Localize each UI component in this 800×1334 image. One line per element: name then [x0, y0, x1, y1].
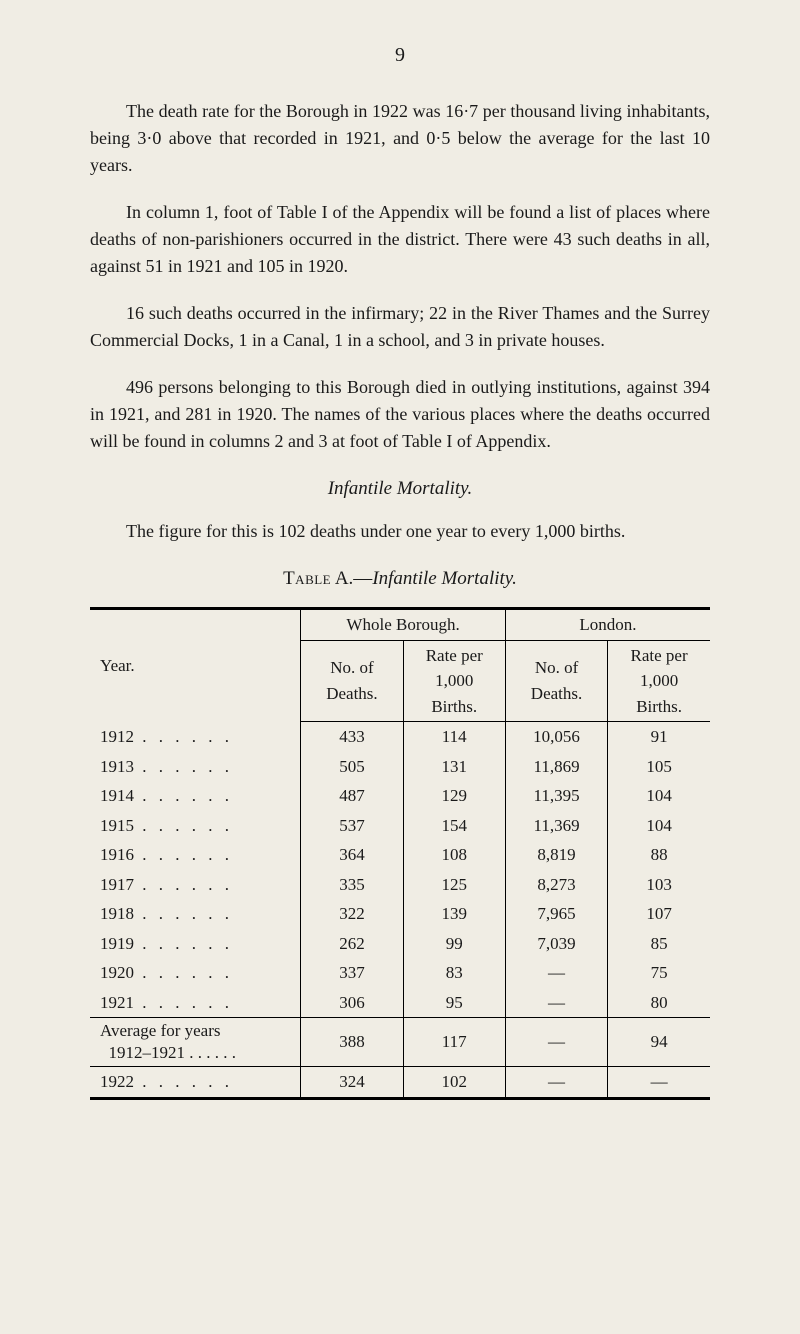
- col-header-whole-borough: Whole Borough.: [301, 609, 506, 641]
- table-cell-year: 1916 . . . . . .: [90, 840, 301, 870]
- table-cell-year: 1913 . . . . . .: [90, 752, 301, 782]
- table-cell-value: 8,273: [505, 870, 607, 900]
- table-cell-value: 91: [608, 722, 710, 752]
- table-row: 1916 . . . . . .3641088,81988: [90, 840, 710, 870]
- document-page: 9 The death rate for the Borough in 1922…: [0, 0, 800, 1334]
- table-cell-value: 335: [301, 870, 403, 900]
- table-cell-value: 7,039: [505, 929, 607, 959]
- table-cell-value: 337: [301, 958, 403, 988]
- table-cell-value: 262: [301, 929, 403, 959]
- table-caption-italic: Infantile Mortality.: [372, 568, 517, 589]
- col-header-ln-deaths: No. of Deaths.: [505, 640, 607, 722]
- table-row: 1914 . . . . . .48712911,395104: [90, 781, 710, 811]
- table-cell-value: 99: [403, 929, 505, 959]
- table-caption-letter: A.—: [331, 568, 372, 589]
- table-cell-value: 7,965: [505, 899, 607, 929]
- table-cell-value: —: [608, 1067, 710, 1099]
- page-number: 9: [90, 40, 710, 70]
- table-cell-year: 1914 . . . . . .: [90, 781, 301, 811]
- table-cell-value: 94: [608, 1018, 710, 1067]
- table-cell-average-label: Average for years 1912–1921 . . . . . .: [90, 1018, 301, 1067]
- table-cell-year: 1915 . . . . . .: [90, 811, 301, 841]
- paragraph-5: The figure for this is 102 deaths under …: [90, 518, 710, 545]
- table-cell-value: 433: [301, 722, 403, 752]
- table-cell-value: 11,869: [505, 752, 607, 782]
- table-cell-value: 11,369: [505, 811, 607, 841]
- table-cell-value: 103: [608, 870, 710, 900]
- table-cell-value: 154: [403, 811, 505, 841]
- table-cell-value: —: [505, 958, 607, 988]
- table-cell-value: 129: [403, 781, 505, 811]
- table-cell-value: 88: [608, 840, 710, 870]
- table-caption: Table A.—Infantile Mortality.: [90, 565, 710, 594]
- table-cell-year: 1918 . . . . . .: [90, 899, 301, 929]
- col-header-year: Year.: [90, 609, 301, 722]
- table-cell-value: 10,056: [505, 722, 607, 752]
- table-cell-value: 114: [403, 722, 505, 752]
- col-header-london: London.: [505, 609, 710, 641]
- mortality-table: Year. Whole Borough. London. No. of Deat…: [90, 607, 710, 1100]
- table-cell-value: 505: [301, 752, 403, 782]
- table-cell-value: 108: [403, 840, 505, 870]
- paragraph-3: 16 such deaths occurred in the infirmary…: [90, 300, 710, 354]
- table-cell-value: —: [505, 988, 607, 1018]
- table-cell-value: 11,395: [505, 781, 607, 811]
- table-cell-year: 1917 . . . . . .: [90, 870, 301, 900]
- table-cell-year: 1920 . . . . . .: [90, 958, 301, 988]
- table-cell-year: 1919 . . . . . .: [90, 929, 301, 959]
- table-cell-value: 95: [403, 988, 505, 1018]
- paragraph-2: In column 1, foot of Table I of the Appe…: [90, 199, 710, 280]
- table-row: 1913 . . . . . .50513111,869105: [90, 752, 710, 782]
- table-cell-value: 306: [301, 988, 403, 1018]
- table-cell-value: 104: [608, 811, 710, 841]
- table-cell-value: —: [505, 1018, 607, 1067]
- table-header-row-1: Year. Whole Borough. London.: [90, 609, 710, 641]
- table-cell-value: 131: [403, 752, 505, 782]
- table-cell-value: 75: [608, 958, 710, 988]
- table-cell-value: 324: [301, 1067, 403, 1099]
- table-row: 1921 . . . . . .30695—80: [90, 988, 710, 1018]
- section-subtitle: Infantile Mortality.: [90, 475, 710, 504]
- table-cell-value: 102: [403, 1067, 505, 1099]
- table-body: 1912 . . . . . .43311410,056911913 . . .…: [90, 722, 710, 1099]
- table-cell-value: 322: [301, 899, 403, 929]
- table-cell-value: 8,819: [505, 840, 607, 870]
- table-cell-value: —: [505, 1067, 607, 1099]
- table-row: 1917 . . . . . .3351258,273103: [90, 870, 710, 900]
- table-cell-value: 139: [403, 899, 505, 929]
- table-row-average: Average for years 1912–1921 . . . . . .3…: [90, 1018, 710, 1067]
- table-caption-sc: Table: [283, 568, 331, 589]
- table-cell-value: 388: [301, 1018, 403, 1067]
- table-cell-value: 105: [608, 752, 710, 782]
- table-cell-value: 487: [301, 781, 403, 811]
- table-cell-value: 80: [608, 988, 710, 1018]
- col-header-ln-rate: Rate per 1,000 Births.: [608, 640, 710, 722]
- col-header-wb-deaths: No. of Deaths.: [301, 640, 403, 722]
- table-cell-value: 364: [301, 840, 403, 870]
- table-cell-value: 537: [301, 811, 403, 841]
- table-cell-value: 104: [608, 781, 710, 811]
- table-row: 1919 . . . . . .262997,03985: [90, 929, 710, 959]
- table-cell-year: 1912 . . . . . .: [90, 722, 301, 752]
- table-cell-year: 1921 . . . . . .: [90, 988, 301, 1018]
- table-row-final: 1922 . . . . . .324102——: [90, 1067, 710, 1099]
- table-cell-value: 83: [403, 958, 505, 988]
- table-row: 1915 . . . . . .53715411,369104: [90, 811, 710, 841]
- table-row: 1912 . . . . . .43311410,05691: [90, 722, 710, 752]
- table-cell-value: 107: [608, 899, 710, 929]
- table-row: 1920 . . . . . .33783—75: [90, 958, 710, 988]
- table-cell-value: 85: [608, 929, 710, 959]
- paragraph-4: 496 persons belonging to this Borough di…: [90, 374, 710, 455]
- table-cell-value: 125: [403, 870, 505, 900]
- table-cell-year: 1922 . . . . . .: [90, 1067, 301, 1099]
- col-header-wb-rate: Rate per 1,000 Births.: [403, 640, 505, 722]
- table-cell-value: 117: [403, 1018, 505, 1067]
- paragraph-1: The death rate for the Borough in 1922 w…: [90, 98, 710, 179]
- table-row: 1918 . . . . . .3221397,965107: [90, 899, 710, 929]
